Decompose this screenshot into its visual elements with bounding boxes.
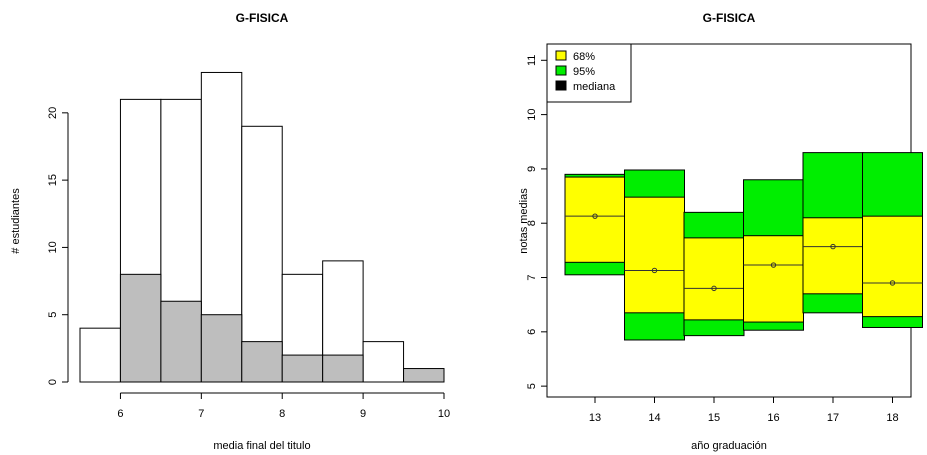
legend-label: 68% <box>573 51 595 63</box>
histogram-panel: G-FISICA media final del titulo # estudi… <box>10 11 450 452</box>
interval-y-tick-label: 5 <box>526 383 538 389</box>
interval-marks <box>564 152 923 341</box>
histogram-y-tick-label: 15 <box>47 174 59 186</box>
interval-y-label: notas medias <box>518 188 530 254</box>
legend-swatch <box>555 80 567 91</box>
histogram-bar-s1-3 <box>200 314 243 383</box>
interval-y-tick-label: 6 <box>526 329 538 335</box>
legend-swatch <box>555 50 567 61</box>
interval-68-box <box>624 196 685 314</box>
histogram-y-tick-label: 10 <box>47 241 59 253</box>
histogram-bar-s0-7 <box>362 341 405 383</box>
histogram-y-tick-label: 5 <box>47 312 59 318</box>
histogram-bar-s1-1 <box>119 273 162 383</box>
median-point <box>592 213 598 219</box>
histogram-y-tick-label: 0 <box>47 379 59 385</box>
histogram-x-tick-label: 8 <box>279 408 285 420</box>
median-point <box>830 243 836 250</box>
interval-y-tick-label: 7 <box>526 274 538 280</box>
histogram-x-tick-label: 6 <box>117 408 123 420</box>
histogram-y-tick-label: 20 <box>47 107 59 119</box>
histogram-bar-s1-4 <box>241 341 283 383</box>
histogram-bar-s1-2 <box>160 300 202 383</box>
histogram-x-tick-label: 9 <box>360 408 366 420</box>
histogram-bar-s0-4 <box>241 125 283 383</box>
interval-panel: G-FISICA año graduación notas medias 13 1… <box>518 11 923 452</box>
interval-68-box <box>683 237 745 321</box>
histogram-x-tick-label: 10 <box>438 408 450 420</box>
interval-y-tick-label: 11 <box>526 55 538 66</box>
interval-x-label: año graduación <box>691 440 767 452</box>
interval-x-tick-label: 15 <box>708 412 720 424</box>
histogram-bar-s0-0 <box>79 327 121 383</box>
interval-x-tick-label: 14 <box>648 412 660 424</box>
histogram-bar-s1-8 <box>403 368 445 383</box>
histogram-bar-s1-5 <box>281 354 324 383</box>
histogram-bars <box>79 71 445 383</box>
interval-x-tick-label: 16 <box>767 412 779 424</box>
histogram-y-label: # estudiantes <box>10 188 22 254</box>
median-point <box>770 262 777 268</box>
interval-title: G-FISICA <box>703 11 756 25</box>
histogram-title: G-FISICA <box>236 11 289 25</box>
interval-x-tick-label: 17 <box>827 412 839 424</box>
interval-y-tick-label: 8 <box>526 220 538 226</box>
interval-y-tick-label: 9 <box>526 166 538 172</box>
interval-legend: 68% 95% mediana <box>546 43 632 103</box>
median-point <box>889 280 896 286</box>
median-point <box>651 267 658 274</box>
legend-label: 95% <box>573 66 595 78</box>
interval-68-box <box>743 235 804 323</box>
histogram-x-tick-label: 7 <box>198 408 204 420</box>
interval-axes: 13 14 15 16 17 18 5 6 7 8 9 10 11 <box>526 55 899 424</box>
legend-label: mediana <box>573 81 616 93</box>
interval-68-box <box>802 217 864 295</box>
legend-swatch <box>555 65 567 76</box>
histogram-x-label: media final del titulo <box>213 440 310 452</box>
histogram-bar-s1-6 <box>322 354 364 383</box>
median-point <box>711 285 717 292</box>
interval-x-tick-label: 13 <box>589 412 601 424</box>
interval-x-tick-label: 18 <box>886 412 898 424</box>
interval-68-box <box>862 215 923 318</box>
interval-y-tick-label: 10 <box>526 108 538 120</box>
interval-68-box <box>564 176 626 263</box>
histogram-axes: 6 7 8 9 10 0 5 10 15 20 <box>47 107 450 420</box>
